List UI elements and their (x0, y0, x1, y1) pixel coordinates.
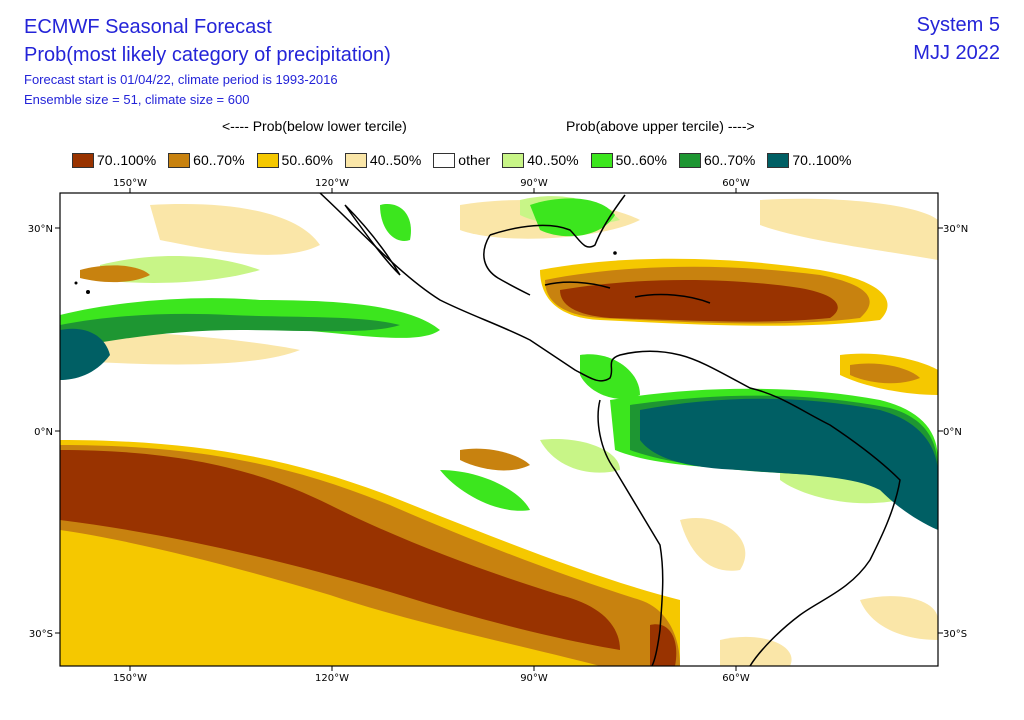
lon-label-150w-bottom: 150°W (113, 673, 147, 684)
ensemble-info: Ensemble size = 51, climate size = 600 (24, 92, 250, 107)
tick-marks (55, 188, 943, 671)
legend-item: 40..50% (344, 152, 422, 168)
lon-label-60w-top: 60°W (722, 178, 750, 189)
period-label: MJJ 2022 (913, 42, 1000, 64)
lat-label-0n-left: 0°N (34, 427, 53, 438)
legend-item: 40..50% (502, 152, 579, 168)
legend-item: 50..60% (256, 152, 333, 168)
legend-label: 40..50% (369, 152, 422, 168)
legend-above-header: Prob(above upper tercile) ----> (566, 118, 755, 134)
legend-swatch (72, 152, 94, 168)
legend-label: 50..60% (281, 152, 333, 168)
lat-label-30n-right: 30°N (943, 224, 968, 235)
legend: 70..100% 60..70% 50..60% 40..50% other 40..50… (72, 150, 864, 170)
legend-item: 70..100% (767, 152, 852, 168)
islands (74, 251, 617, 294)
legend-label: other (458, 152, 491, 168)
lat-label-30n-left: 30°N (28, 224, 53, 235)
legend-item: 60..70% (678, 152, 756, 168)
legend-label: 40..50% (527, 152, 579, 168)
legend-item: 70..100% (72, 152, 156, 168)
forecast-subtitle: Prob(most likely category of precipitati… (24, 44, 391, 66)
lon-label-120w-top: 120°W (315, 178, 349, 189)
lon-label-60w-bottom: 60°W (722, 673, 750, 684)
legend-below-header: <---- Prob(below lower tercile) (222, 118, 407, 134)
forecast-start-info: Forecast start is 01/04/22, climate peri… (24, 72, 338, 87)
legend-swatch (168, 152, 191, 168)
legend-item: other (433, 152, 490, 168)
system-label: System 5 (916, 14, 1000, 36)
legend-item: 50..60% (590, 152, 667, 168)
legend-swatch (502, 152, 525, 168)
legend-label: 60..70% (193, 152, 245, 168)
forecast-title: ECMWF Seasonal Forecast (24, 16, 272, 38)
legend-swatch (433, 152, 456, 168)
legend-swatch (767, 152, 790, 168)
legend-label: 60..70% (703, 152, 756, 168)
legend-item: 60..70% (168, 152, 245, 168)
lat-label-30s-left: 30°S (29, 629, 53, 640)
lon-label-90w-top: 90°W (520, 178, 548, 189)
lon-label-90w-bottom: 90°W (520, 673, 548, 684)
lat-label-30s-right: 30°S (943, 629, 967, 640)
coastlines (319, 193, 901, 666)
lon-label-150w-top: 150°W (113, 178, 147, 189)
legend-label: 70..100% (792, 152, 852, 168)
probability-field (60, 193, 938, 666)
lat-label-0n-right: 0°N (943, 427, 962, 438)
legend-swatch (590, 152, 613, 168)
lon-label-120w-bottom: 120°W (315, 673, 349, 684)
legend-swatch (256, 152, 279, 168)
legend-label: 70..100% (97, 152, 157, 168)
legend-swatch (678, 152, 701, 168)
legend-swatch (344, 152, 367, 168)
map-frame (59, 192, 939, 667)
legend-label: 50..60% (615, 152, 667, 168)
